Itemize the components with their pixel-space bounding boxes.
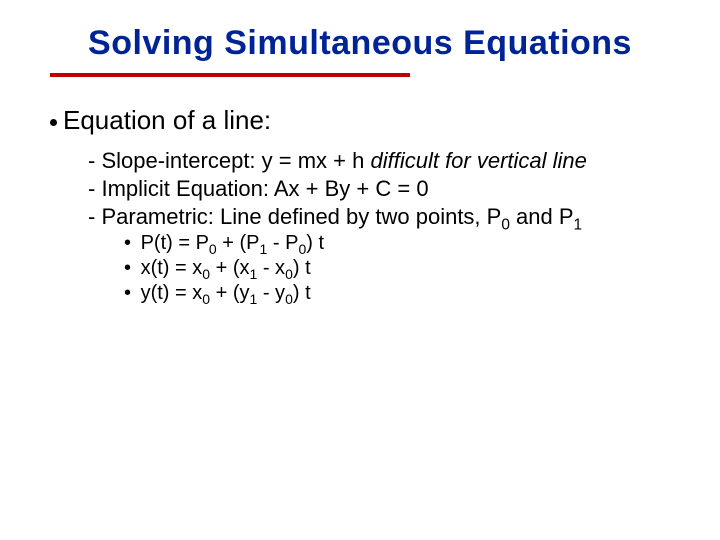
equation-text: + (y [210,282,249,304]
sub-item-text: and P [510,204,574,229]
sub-item-prefix: - [88,204,101,229]
subscript: 0 [501,216,510,233]
subscript: 1 [574,216,583,233]
equation-text: + (x [210,257,249,279]
sub-item: - Slope-intercept: y = mx + h difficult … [88,148,670,174]
subscript: 0 [202,291,210,307]
sub-item-prefix: - [88,148,101,173]
equation-text: ) t [306,232,324,254]
sub-item-prefix: - [88,176,101,201]
sub-sub-bullet-icon: • [124,232,137,254]
equation-text: ) t [293,257,311,279]
slide-title: Solving Simultaneous Equations [50,24,670,63]
equation-text: y(t) = x [141,282,203,304]
main-bullet: Equation of a line: [50,105,670,136]
title-underline [50,73,410,77]
sub-item-text: Parametric: Line defined by two points, … [101,204,501,229]
sub-item: - Implicit Equation: Ax + By + C = 0 [88,176,670,202]
equation-text: ) t [293,282,311,304]
equation-text: x(t) = x [141,257,203,279]
sub-item-italic: difficult for vertical line [370,148,586,173]
subscript: 0 [285,266,293,282]
subscript: 0 [285,291,293,307]
slide: Solving Simultaneous Equations Equation … [0,0,720,540]
equation-text: - P [267,232,298,254]
equation-text: + (P [217,232,260,254]
equation-text: P(t) = P [141,232,209,254]
sub-item-text: Implicit Equation: Ax + By + C = 0 [101,176,428,201]
subscript: 0 [209,241,217,257]
sub-item: - Parametric: Line defined by two points… [88,204,670,230]
subscript: 0 [202,266,210,282]
equation-text: - y [257,282,285,304]
sub-list: - Slope-intercept: y = mx + h difficult … [88,148,670,305]
sub-sub-bullet-icon: • [124,257,137,279]
sub-sub-item: • P(t) = P0 + (P1 - P0) t [124,232,670,255]
sub-item-text: Slope-intercept: y = mx + h [101,148,370,173]
main-bullet-text: Equation of a line: [63,105,271,135]
equation-text: - x [257,257,285,279]
sub-sub-bullet-icon: • [124,282,137,304]
sub-sub-list: • P(t) = P0 + (P1 - P0) t• x(t) = x0 + (… [124,232,670,305]
sub-sub-item: • x(t) = x0 + (x1 - x0) t [124,257,670,280]
sub-sub-item: • y(t) = x0 + (y1 - y0) t [124,282,670,305]
bullet-dot-icon [50,119,57,126]
